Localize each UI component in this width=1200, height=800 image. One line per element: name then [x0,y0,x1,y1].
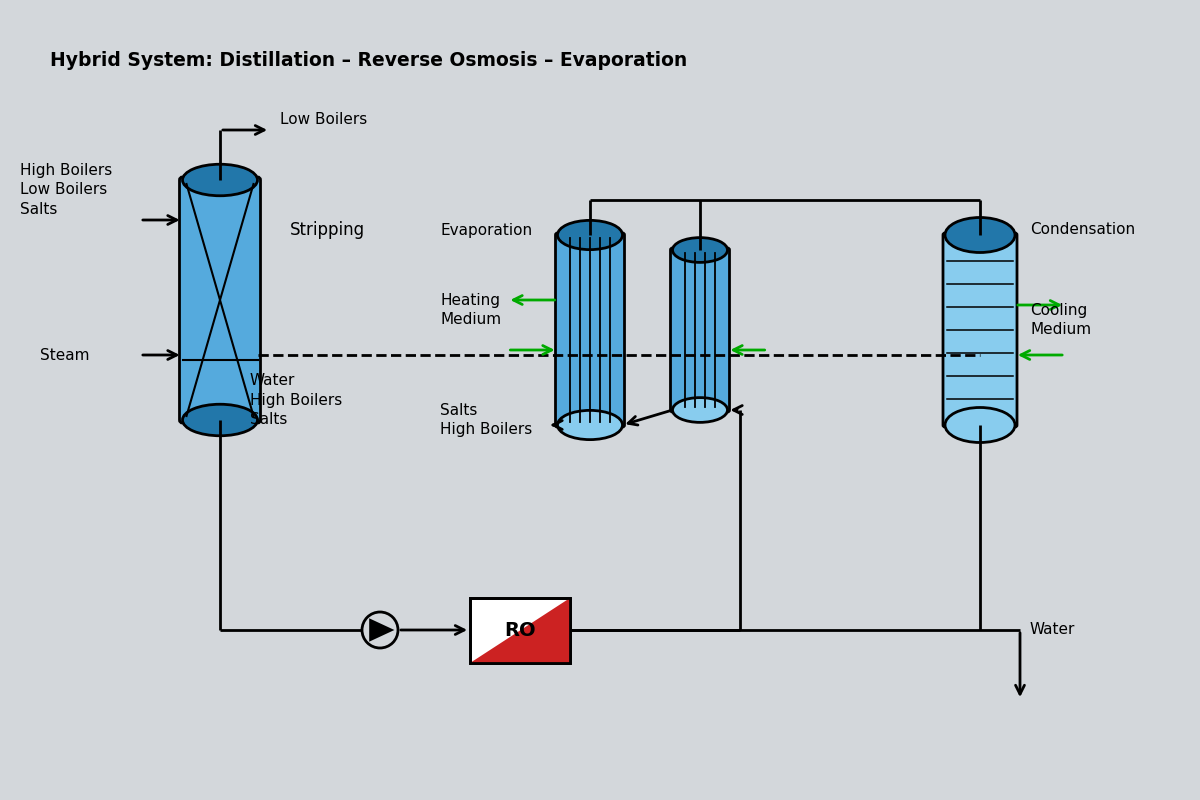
Ellipse shape [672,238,727,262]
Ellipse shape [558,410,623,440]
Bar [470,598,570,662]
Text: Salts
High Boilers: Salts High Boilers [440,402,533,438]
Text: Hybrid System: Distillation – Reverse Osmosis – Evaporation: Hybrid System: Distillation – Reverse Os… [50,50,688,70]
Text: Water: Water [1030,622,1075,638]
Ellipse shape [672,398,727,422]
Text: Evaporation: Evaporation [440,222,532,238]
Text: Low Boilers: Low Boilers [280,113,367,127]
Polygon shape [370,618,395,642]
Ellipse shape [946,218,1015,253]
FancyBboxPatch shape [556,233,624,427]
Polygon shape [470,598,570,662]
Ellipse shape [182,164,258,196]
FancyBboxPatch shape [943,233,1018,427]
Text: Condensation: Condensation [1030,222,1135,238]
Text: Stripping: Stripping [290,221,365,239]
Text: Cooling
Medium: Cooling Medium [1030,302,1091,338]
Ellipse shape [558,220,623,250]
Bar [470,598,570,662]
Ellipse shape [182,404,258,436]
FancyBboxPatch shape [671,248,730,412]
Text: RO: RO [504,621,536,639]
FancyBboxPatch shape [180,177,260,423]
Ellipse shape [946,407,1015,442]
Text: Water
High Boilers
Salts: Water High Boilers Salts [250,373,342,427]
Text: High Boilers
Low Boilers
Salts: High Boilers Low Boilers Salts [20,162,113,218]
Text: Heating
Medium: Heating Medium [440,293,502,327]
Text: Steam: Steam [40,347,90,362]
